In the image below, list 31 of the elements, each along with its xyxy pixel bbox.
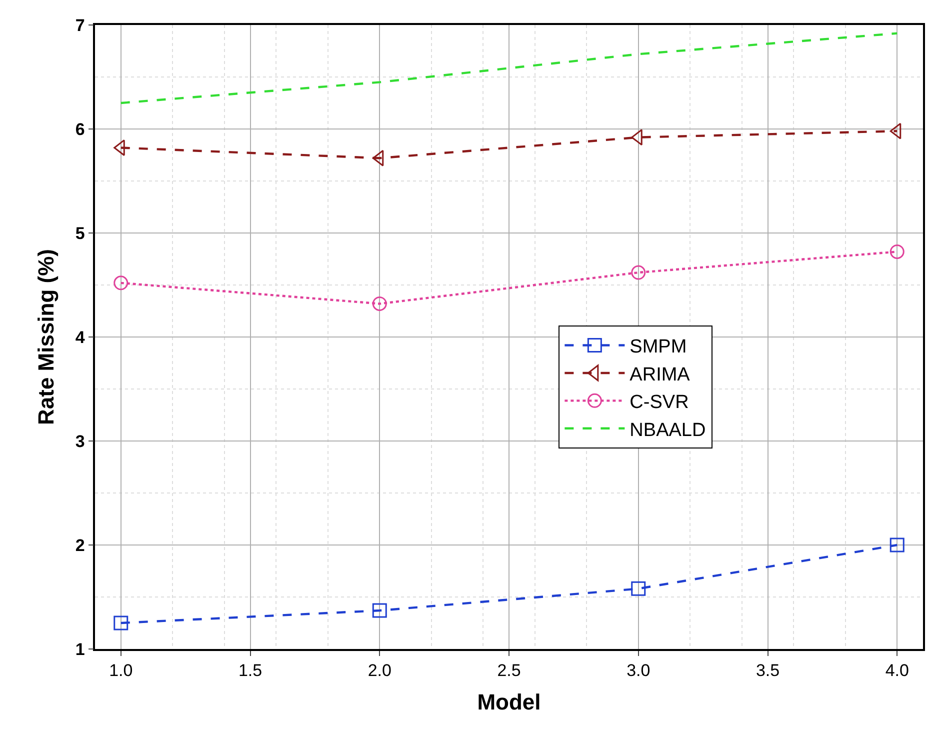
legend-label: SMPM: [630, 336, 687, 358]
point: [372, 150, 384, 166]
point: [372, 296, 387, 311]
y-tick-label: 7: [75, 16, 85, 35]
y-tick-label: 2: [75, 536, 85, 555]
legend-label: C-SVR: [630, 392, 689, 414]
point: [890, 244, 904, 259]
x-tick-label: 1.5: [238, 661, 262, 680]
point: [890, 122, 902, 140]
y-tick-label: 3: [75, 432, 85, 451]
point: [631, 581, 646, 596]
point: [114, 616, 128, 630]
y-axis-title: Rate Missing (%): [34, 248, 59, 426]
x-axis-title: Model: [477, 690, 541, 715]
x-tick-label: 1.0: [109, 661, 133, 680]
legend-label: NBAALD: [630, 420, 706, 441]
x-tick-label: 2.0: [368, 661, 392, 680]
point: [372, 603, 387, 618]
y-tick-label: 5: [75, 224, 85, 243]
point: [114, 276, 128, 290]
line-series: [120, 32, 898, 104]
y-tick-label: 1: [75, 640, 85, 659]
x-tick-label: 4.0: [885, 661, 909, 680]
x-tick-label: 3.5: [756, 661, 780, 680]
point: [631, 265, 646, 280]
y-tick-label: 6: [75, 120, 85, 139]
x-tick-label: 2.5: [497, 661, 521, 680]
y-tick-label: 4: [75, 328, 86, 347]
legend-label: ARIMA: [630, 364, 690, 386]
point: [890, 538, 904, 552]
x-tick-label: 3.0: [626, 661, 650, 680]
